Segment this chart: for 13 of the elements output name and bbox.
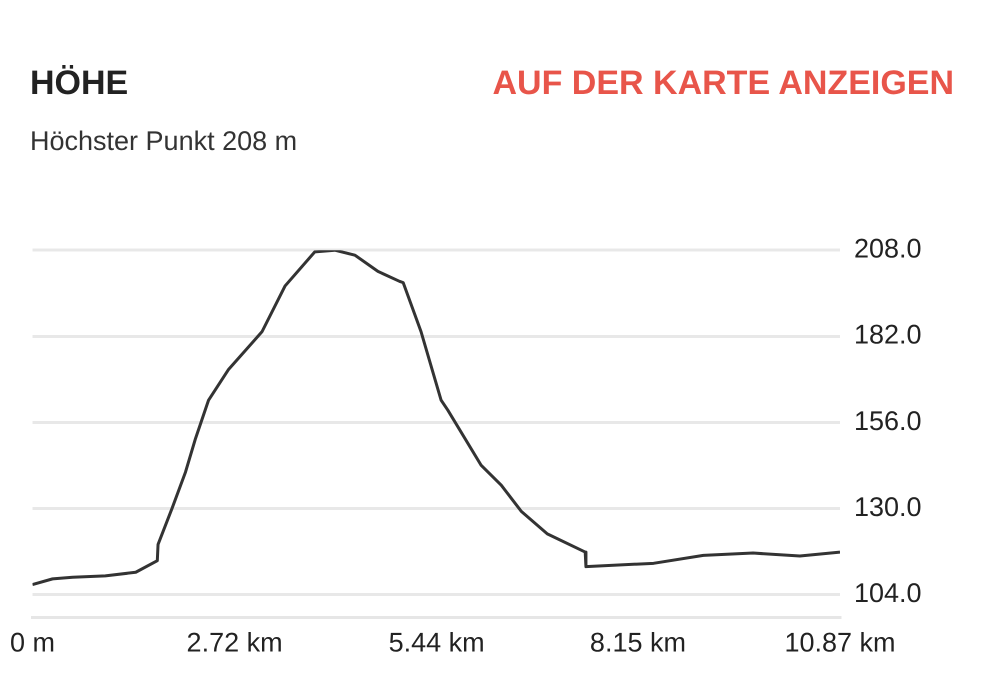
chart-title: HÖHE: [30, 64, 128, 103]
x-tick-label: 2.72 km: [186, 627, 283, 658]
text: AUF DER KARTE ANZEIGEN: [492, 64, 954, 103]
y-tick-label: 208.0: [854, 234, 922, 264]
y-tick-label: 130.0: [854, 492, 922, 522]
x-tick-label: 0 m: [10, 627, 56, 658]
x-tick-label: 10.87 km: [784, 627, 896, 658]
x-tick-label: 5.44 km: [388, 627, 485, 658]
y-tick-label: 182.0: [854, 320, 922, 350]
y-tick-label: 156.0: [854, 406, 922, 436]
chart-subtitle: Höchster Punkt 208 m: [30, 126, 298, 157]
y-tick-label: 104.0: [854, 578, 922, 608]
x-tick-label: 8.15 km: [590, 627, 686, 658]
